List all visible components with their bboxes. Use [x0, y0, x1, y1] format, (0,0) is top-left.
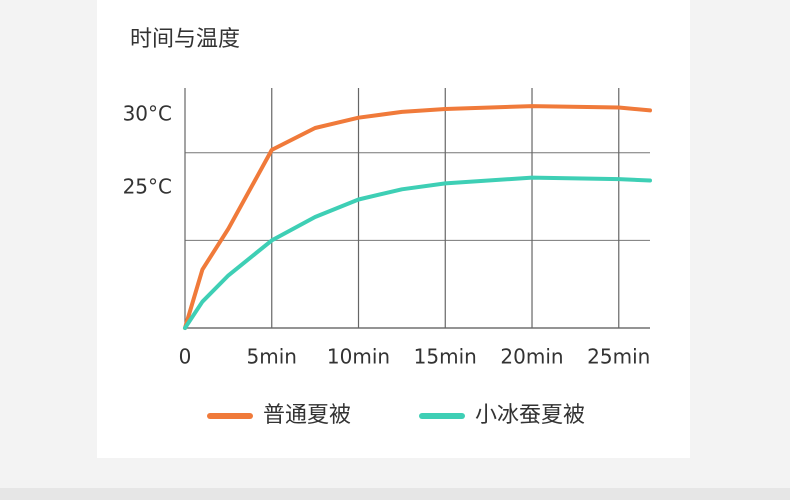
x-tick-label: 5min [247, 345, 297, 369]
x-tick-label: 10min [327, 345, 390, 369]
x-tick-label: 20min [500, 345, 563, 369]
series-line [183, 104, 652, 330]
x-tick-label: 25min [587, 345, 650, 369]
footer-band [0, 488, 790, 500]
card [97, 0, 690, 458]
series-line [183, 175, 652, 330]
y-tick-label: 25°C [123, 174, 172, 198]
x-tick-label: 15min [414, 345, 477, 369]
chart-title: 时间与温度 [130, 27, 240, 52]
legend-label: 小冰蚕夏被 [475, 403, 585, 428]
y-tick-label: 30°C [123, 101, 172, 125]
legend-label: 普通夏被 [263, 403, 351, 428]
x-tick-label: 0 [179, 345, 192, 369]
